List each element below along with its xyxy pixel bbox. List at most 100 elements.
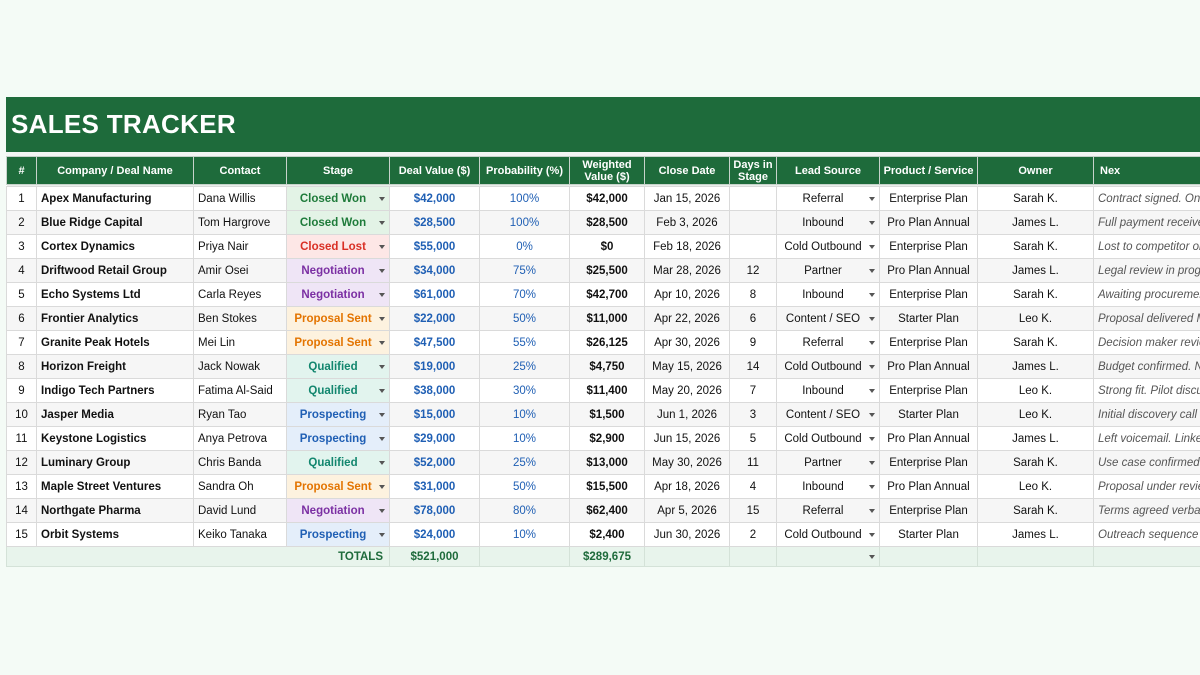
lead-source-dropdown[interactable]: Referral (781, 505, 875, 517)
col-header-company[interactable]: Company / Deal Name (36, 156, 194, 185)
close-date-cell[interactable]: Apr 30, 2026 (644, 330, 730, 355)
stage-dropdown[interactable]: Closed Won (291, 188, 385, 210)
stage-cell[interactable]: Prospecting (286, 426, 390, 451)
contact-cell[interactable]: Mei Lin (193, 330, 287, 355)
company-cell[interactable]: Driftwood Retail Group (36, 258, 194, 283)
stage-dropdown[interactable]: Negotiation (291, 500, 385, 522)
stage-cell[interactable]: Closed Lost (286, 234, 390, 259)
stage-cell[interactable]: Prospecting (286, 402, 390, 427)
row-number[interactable]: 1 (6, 186, 37, 211)
next-steps-cell[interactable]: Lost to competitor on (1093, 234, 1200, 259)
owner-cell[interactable]: James L. (977, 354, 1094, 379)
stage-cell[interactable]: Closed Won (286, 210, 390, 235)
lead-source-cell[interactable]: Cold Outbound (776, 426, 880, 451)
deal-value-cell[interactable]: $22,000 (389, 306, 480, 331)
stage-cell[interactable]: Closed Won (286, 186, 390, 211)
probability-cell[interactable]: 10% (479, 402, 570, 427)
row-number[interactable]: 13 (6, 474, 37, 499)
deal-value-cell[interactable]: $55,000 (389, 234, 480, 259)
stage-dropdown[interactable]: Prospecting (291, 428, 385, 450)
contact-cell[interactable]: Tom Hargrove (193, 210, 287, 235)
stage-cell[interactable]: Negotiation (286, 498, 390, 523)
dropdown-arrow-icon[interactable] (869, 460, 875, 465)
days-in-stage-cell[interactable] (729, 234, 777, 259)
close-date-cell[interactable]: Jun 1, 2026 (644, 402, 730, 427)
contact-cell[interactable]: Jack Nowak (193, 354, 287, 379)
row-number[interactable]: 2 (6, 210, 37, 235)
col-header-contact[interactable]: Contact (193, 156, 287, 185)
row-number[interactable]: 11 (6, 426, 37, 451)
weighted-value-cell[interactable]: $13,000 (569, 450, 645, 475)
probability-cell[interactable]: 30% (479, 378, 570, 403)
company-cell[interactable]: Cortex Dynamics (36, 234, 194, 259)
weighted-value-cell[interactable]: $0 (569, 234, 645, 259)
next-steps-cell[interactable]: Awaiting procuremen (1093, 282, 1200, 307)
days-in-stage-cell[interactable]: 7 (729, 378, 777, 403)
row-number[interactable]: 8 (6, 354, 37, 379)
weighted-value-cell[interactable]: $28,500 (569, 210, 645, 235)
row-number[interactable]: 15 (6, 522, 37, 547)
days-in-stage-cell[interactable]: 4 (729, 474, 777, 499)
col-header-deal-value[interactable]: Deal Value ($) (389, 156, 480, 185)
lead-source-dropdown[interactable]: Cold Outbound (781, 433, 875, 445)
row-number[interactable]: 14 (6, 498, 37, 523)
row-number[interactable]: 12 (6, 450, 37, 475)
lead-source-cell[interactable]: Partner (776, 450, 880, 475)
lead-source-dropdown[interactable]: Cold Outbound (781, 529, 875, 541)
col-header-weighted-value[interactable]: Weighted Value ($) (569, 156, 645, 185)
product-cell[interactable]: Pro Plan Annual (879, 354, 978, 379)
days-in-stage-cell[interactable]: 11 (729, 450, 777, 475)
company-cell[interactable]: Apex Manufacturing (36, 186, 194, 211)
dropdown-arrow-icon[interactable] (379, 220, 385, 225)
lead-source-dropdown[interactable]: Cold Outbound (781, 241, 875, 253)
weighted-value-cell[interactable]: $26,125 (569, 330, 645, 355)
contact-cell[interactable]: Ryan Tao (193, 402, 287, 427)
probability-cell[interactable]: 10% (479, 522, 570, 547)
deal-value-cell[interactable]: $78,000 (389, 498, 480, 523)
probability-cell[interactable]: 80% (479, 498, 570, 523)
owner-cell[interactable]: James L. (977, 426, 1094, 451)
stage-cell[interactable]: Negotiation (286, 258, 390, 283)
col-header-stage[interactable]: Stage (286, 156, 390, 185)
lead-source-dropdown[interactable]: Partner (781, 457, 875, 469)
days-in-stage-cell[interactable]: 12 (729, 258, 777, 283)
product-cell[interactable]: Starter Plan (879, 306, 978, 331)
close-date-cell[interactable]: Jun 15, 2026 (644, 426, 730, 451)
weighted-value-cell[interactable]: $42,700 (569, 282, 645, 307)
probability-cell[interactable]: 50% (479, 306, 570, 331)
product-cell[interactable]: Enterprise Plan (879, 282, 978, 307)
owner-cell[interactable]: Leo K. (977, 306, 1094, 331)
dropdown-arrow-icon[interactable] (869, 436, 875, 441)
lead-source-cell[interactable]: Referral (776, 498, 880, 523)
next-steps-cell[interactable]: Strong fit. Pilot discu (1093, 378, 1200, 403)
stage-cell[interactable]: Proposal Sent (286, 330, 390, 355)
weighted-value-cell[interactable]: $62,400 (569, 498, 645, 523)
days-in-stage-cell[interactable]: 2 (729, 522, 777, 547)
company-cell[interactable]: Maple Street Ventures (36, 474, 194, 499)
stage-cell[interactable]: Prospecting (286, 522, 390, 547)
lead-source-dropdown[interactable]: Referral (781, 193, 875, 205)
weighted-value-cell[interactable]: $11,400 (569, 378, 645, 403)
stage-cell[interactable]: Qualified (286, 450, 390, 475)
deal-value-cell[interactable]: $47,500 (389, 330, 480, 355)
dropdown-arrow-icon[interactable] (869, 532, 875, 537)
stage-cell[interactable]: Proposal Sent (286, 306, 390, 331)
weighted-value-cell[interactable]: $1,500 (569, 402, 645, 427)
stage-dropdown[interactable]: Proposal Sent (291, 332, 385, 354)
lead-source-cell[interactable]: Inbound (776, 474, 880, 499)
days-in-stage-cell[interactable]: 8 (729, 282, 777, 307)
lead-source-cell[interactable]: Inbound (776, 210, 880, 235)
weighted-value-cell[interactable]: $2,400 (569, 522, 645, 547)
next-steps-cell[interactable]: Terms agreed verball (1093, 498, 1200, 523)
stage-dropdown[interactable]: Closed Won (291, 212, 385, 234)
lead-source-dropdown[interactable]: Content / SEO (781, 409, 875, 421)
owner-cell[interactable]: Leo K. (977, 378, 1094, 403)
company-cell[interactable]: Echo Systems Ltd (36, 282, 194, 307)
days-in-stage-cell[interactable]: 5 (729, 426, 777, 451)
dropdown-arrow-icon[interactable] (869, 220, 875, 225)
next-steps-cell[interactable]: Decision maker revie (1093, 330, 1200, 355)
stage-cell[interactable]: Qualified (286, 378, 390, 403)
probability-cell[interactable]: 25% (479, 354, 570, 379)
company-cell[interactable]: Frontier Analytics (36, 306, 194, 331)
deal-value-cell[interactable]: $34,000 (389, 258, 480, 283)
